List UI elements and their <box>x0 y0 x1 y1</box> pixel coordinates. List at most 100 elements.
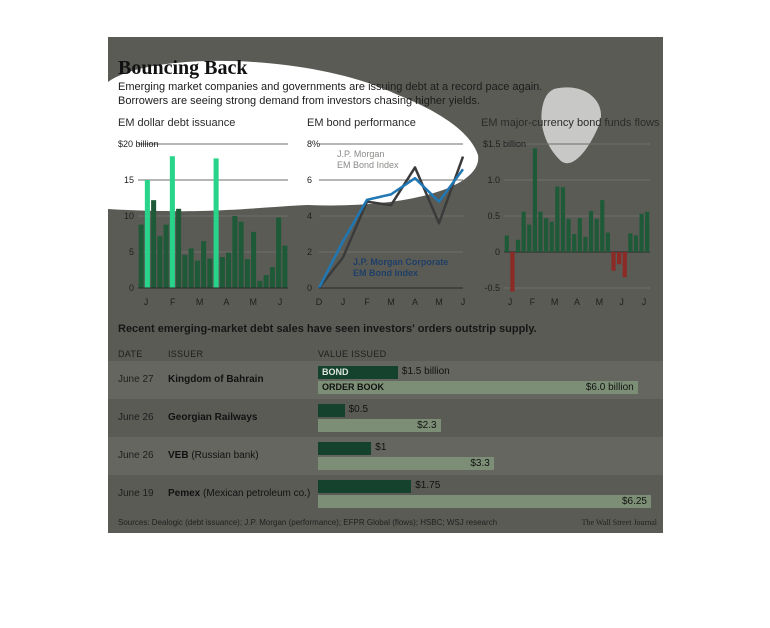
y-tick-label: 4 <box>307 211 312 221</box>
flow-bar <box>594 218 599 252</box>
order-book-value: $3.3 <box>470 458 490 469</box>
chart-title-issuance: EM dollar debt issuance <box>118 117 236 129</box>
row-date: June 19 <box>118 488 154 499</box>
issuance-bar <box>176 208 182 288</box>
flow-bar <box>611 252 616 271</box>
issuer-note: (Mexican petroleum co.) <box>200 488 311 499</box>
order-book-value: $6.25 <box>621 496 647 507</box>
y-tick-label: -0.5 <box>484 283 500 293</box>
x-tick-label: A <box>574 297 580 307</box>
issuance-bar <box>194 260 200 288</box>
row-issuer: Georgian Railways <box>168 412 257 423</box>
x-tick-label: J <box>144 297 149 307</box>
bond-value: $1.5 billion <box>401 366 450 377</box>
x-tick-label: M <box>387 297 395 307</box>
flow-bar <box>515 239 521 252</box>
order-book-value: $2.3 <box>417 420 437 431</box>
flow-bar <box>527 224 532 252</box>
x-tick-label: M <box>596 297 604 307</box>
y-tick-label: $20 billion <box>118 139 159 149</box>
y-tick-label: 10 <box>124 211 134 221</box>
flow-bar <box>549 221 554 252</box>
column-header-date: DATE <box>118 349 143 359</box>
chart-title-performance: EM bond performance <box>307 117 416 129</box>
bond-tag: BOND <box>322 367 349 377</box>
flow-bar <box>622 252 627 278</box>
page-title: Bouncing Back <box>118 57 248 79</box>
publisher-credit: The Wall Street Journal <box>581 518 657 527</box>
issuer-name: Kingdom of Bahrain <box>168 374 264 385</box>
row-date: June 27 <box>118 374 154 385</box>
issuer-note: (Russian bank) <box>188 450 259 461</box>
issuance-bar <box>213 158 219 288</box>
flow-bar <box>617 252 622 265</box>
row-issuer: Pemex (Mexican petroleum co.) <box>168 488 310 499</box>
table-row: June 26 Georgian Railways $0.5 $2.3 <box>108 399 663 437</box>
order-book-bar <box>318 495 651 508</box>
x-tick-label: J <box>341 297 346 307</box>
em-bond-label-line2: EM Bond Index <box>337 160 399 170</box>
flow-bar <box>633 235 639 252</box>
y-tick-label: 0 <box>307 283 312 293</box>
order-book-bar <box>318 419 441 432</box>
x-tick-label: M <box>435 297 443 307</box>
issuance-bar <box>282 245 288 288</box>
y-tick-label: 2 <box>307 247 312 257</box>
bond-value: $0.5 <box>348 404 369 415</box>
x-tick-label: A <box>223 297 229 307</box>
flow-bar <box>628 233 633 252</box>
issuance-bar <box>276 217 282 288</box>
infographic-panel: Bouncing Back Emerging market companies … <box>108 37 663 533</box>
flow-bar <box>504 235 509 252</box>
corporate-label-line1: J.P. Morgan Corporate <box>353 257 448 267</box>
issuance-bar <box>144 180 150 288</box>
table-row: June 19 Pemex (Mexican petroleum co.) $1.7… <box>108 475 663 513</box>
y-tick-label: 0 <box>129 283 134 293</box>
x-tick-label: J <box>642 297 647 307</box>
x-tick-label: M <box>551 297 559 307</box>
y-tick-label: 6 <box>307 175 312 185</box>
subtitle-line-2: Borrowers are seeing strong demand from … <box>118 95 480 107</box>
corporate-index-line <box>317 168 465 289</box>
y-tick-label: 0 <box>495 247 500 257</box>
issuance-bar <box>163 224 169 288</box>
x-tick-label: J <box>508 297 513 307</box>
issuance-bar <box>251 231 257 288</box>
issuance-bar <box>269 267 275 288</box>
flow-bar <box>560 187 566 252</box>
x-tick-label: M <box>196 297 204 307</box>
flow-bar <box>538 211 543 252</box>
sources-note: Sources: Dealogic (debt issuance); J.P. … <box>118 518 498 527</box>
issuance-bar <box>219 257 225 288</box>
issuance-bar <box>263 275 269 288</box>
flow-bar <box>544 218 549 252</box>
bond-value: $1.75 <box>415 480 441 491</box>
flow-bar <box>605 232 610 252</box>
flow-bar <box>645 211 650 252</box>
x-tick-label: F <box>170 297 176 307</box>
issuer-name: Pemex <box>168 488 201 499</box>
subtitle-line-1: Emerging market companies and government… <box>118 81 543 93</box>
y-tick-label: 5 <box>129 247 134 257</box>
x-tick-label: J <box>278 297 283 307</box>
bond-value: $1 <box>375 442 387 453</box>
issuer-name: VEB <box>168 450 189 461</box>
issuance-bar <box>257 280 263 288</box>
issuance-bar <box>138 224 144 288</box>
issuance-bar <box>201 241 207 288</box>
order-book-value: $6.0 billion <box>585 382 634 393</box>
y-tick-label: 15 <box>124 175 134 185</box>
y-tick-label: $1.5 billion <box>483 139 526 149</box>
row-issuer: VEB (Russian bank) <box>168 450 259 461</box>
order-book-tag: ORDER BOOK <box>322 382 385 392</box>
flow-bar <box>532 148 537 252</box>
bond-bar <box>318 442 372 455</box>
flow-bar <box>510 252 515 292</box>
row-date: June 26 <box>118 450 154 461</box>
issuance-bar <box>188 248 194 288</box>
x-tick-label: J <box>461 297 466 307</box>
issuance-bar <box>207 258 213 288</box>
x-tick-label: J <box>619 297 624 307</box>
row-issuer: Kingdom of Bahrain <box>168 374 264 385</box>
